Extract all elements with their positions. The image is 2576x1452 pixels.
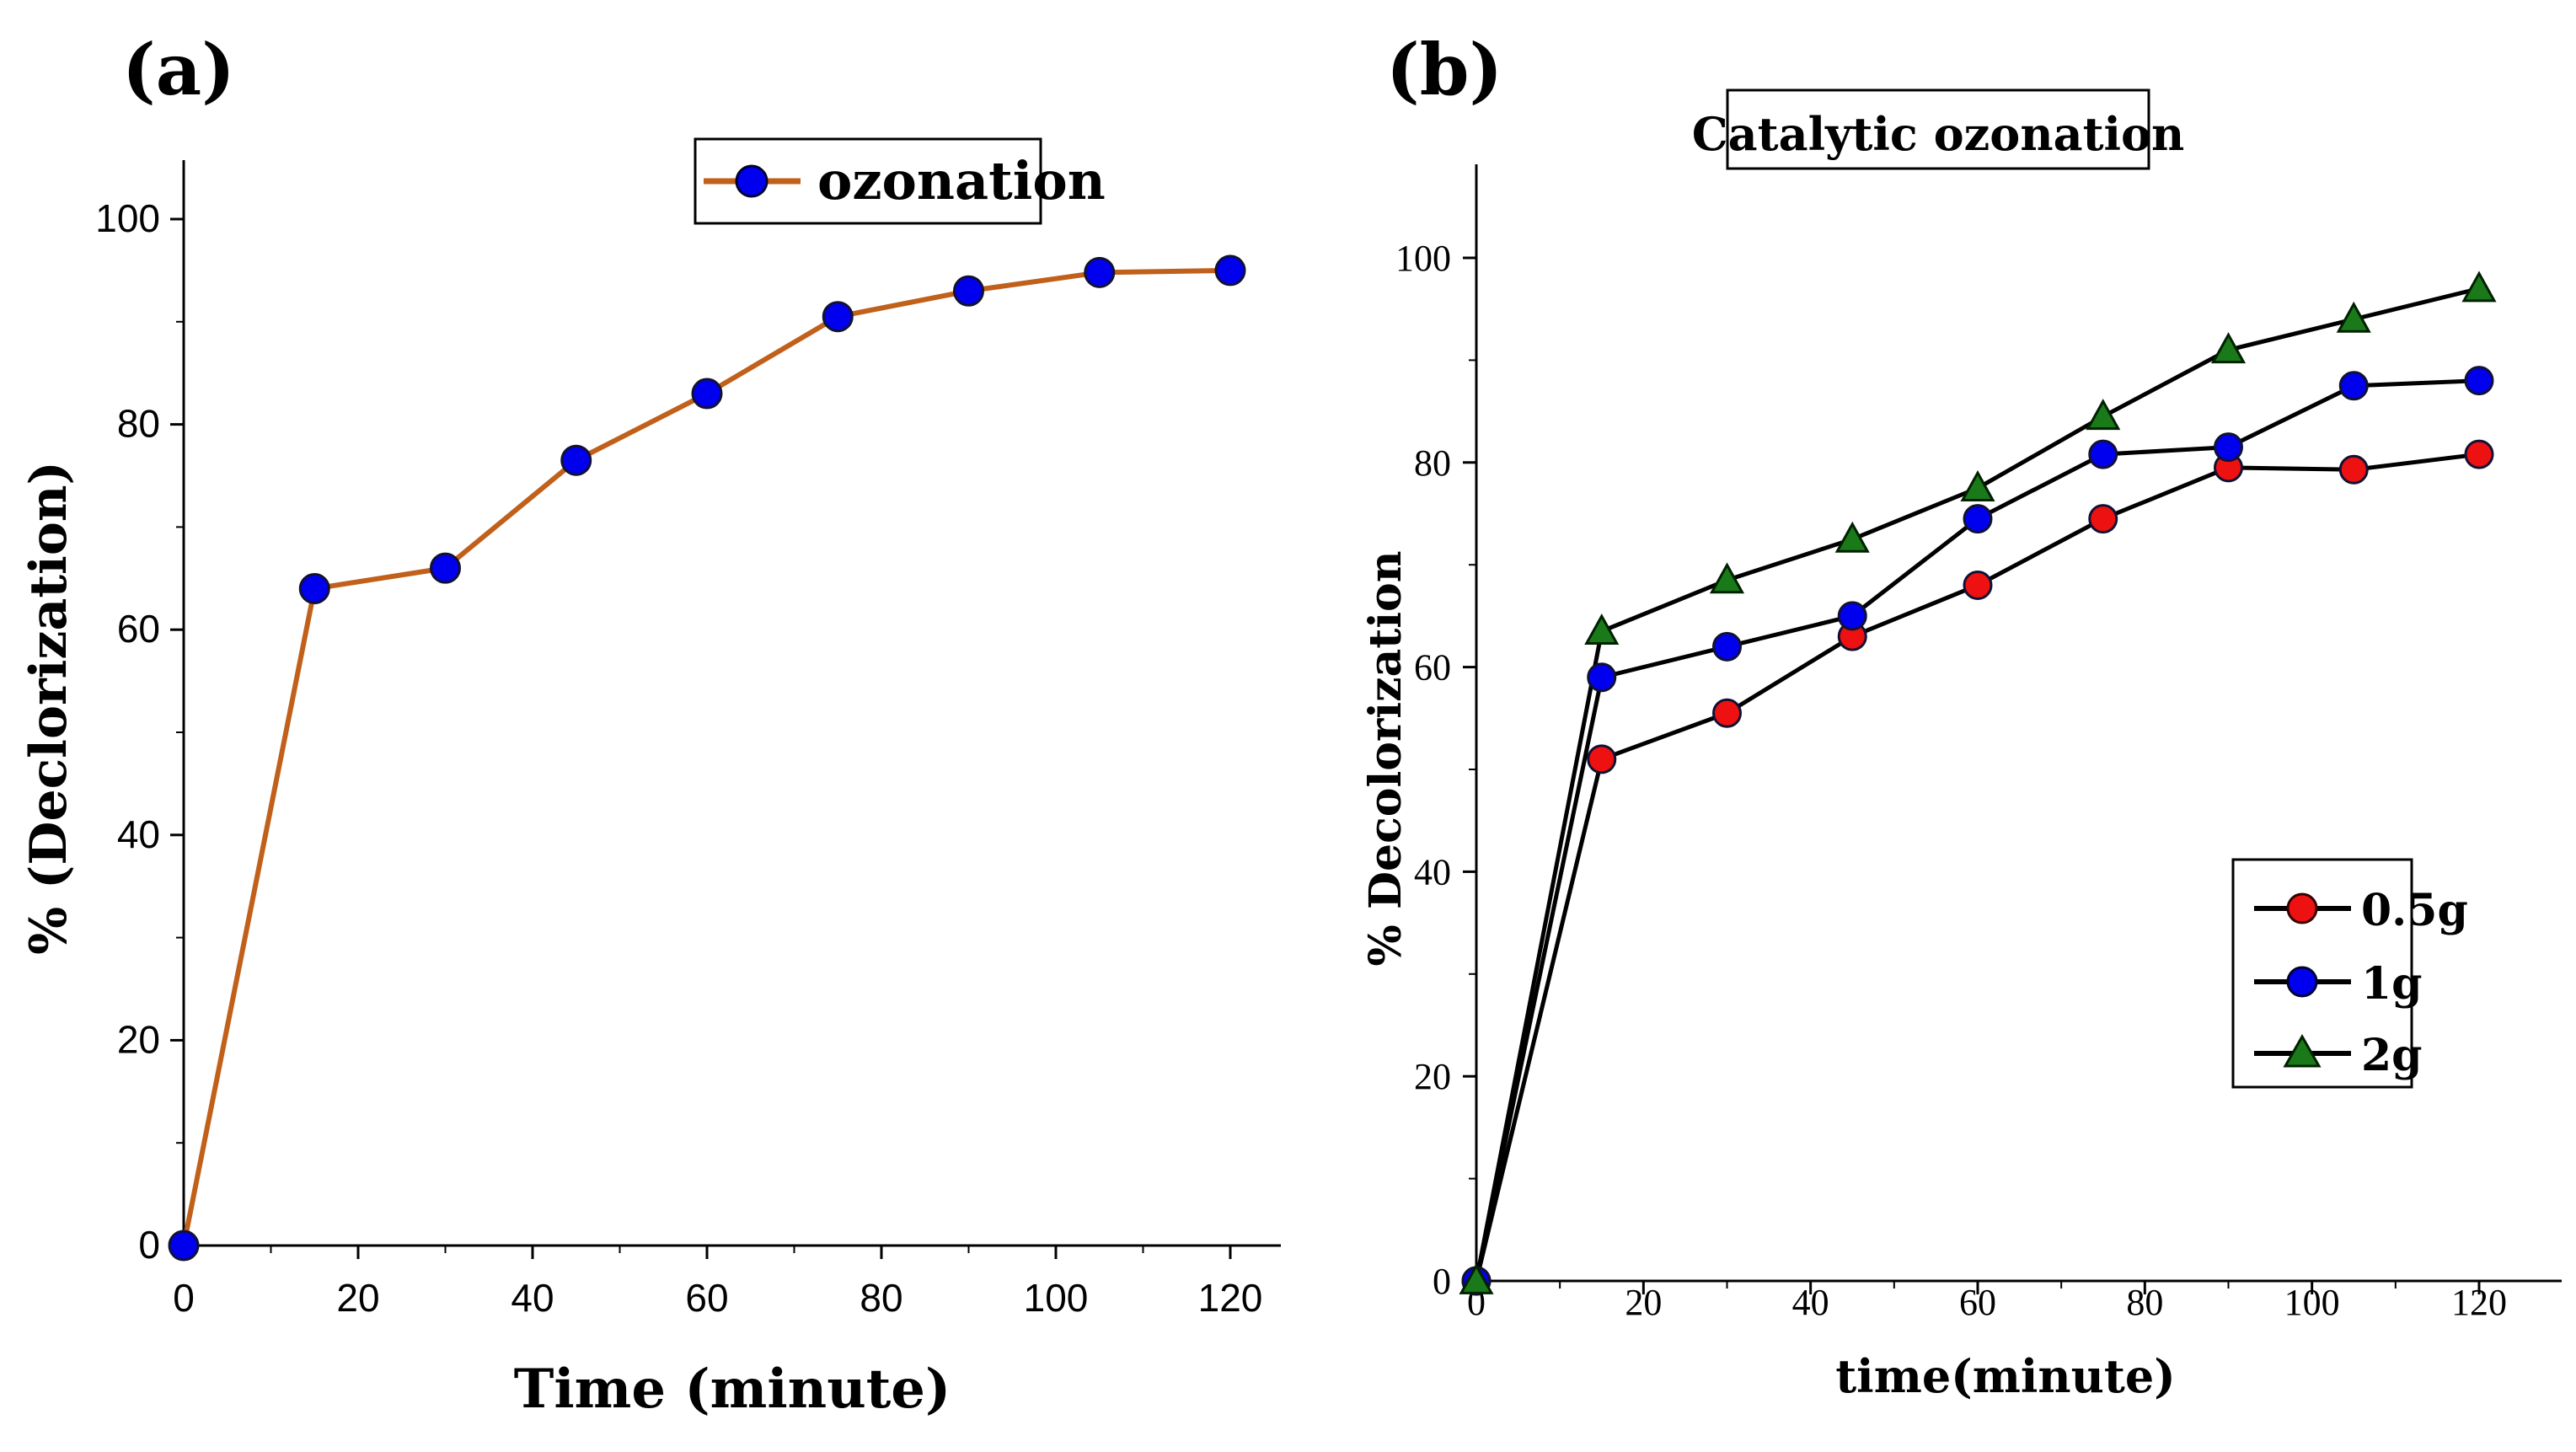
panel-b-point-1g-105 xyxy=(2338,371,2369,401)
panel-b-xtick-label: 20 xyxy=(1625,1282,1662,1323)
panel-b-ytick-label: 40 xyxy=(1414,851,1451,892)
panel-a-xtick-label: 120 xyxy=(1198,1276,1263,1320)
panel-b-title: Catalytic ozonation xyxy=(1692,107,2185,161)
panel-b-point-1g-90 xyxy=(2214,432,2243,463)
panel-a-ytick-label: 20 xyxy=(117,1017,160,1061)
panel-b-point-2g-60 xyxy=(1960,470,1995,502)
panel-b-point-0-5g-15 xyxy=(1587,744,1617,774)
panel-a-x-title: Time (minute) xyxy=(514,1358,951,1421)
panel-a-xtick-label: 60 xyxy=(685,1276,728,1320)
panel-b-y-title: % Decolorization xyxy=(1360,550,1411,966)
panel-b-point-1g-15 xyxy=(1587,662,1617,693)
panel-b-series-line-2g xyxy=(1474,286,2480,1282)
panel-b-point-2g-75 xyxy=(2086,399,2121,431)
panel-b-title-box xyxy=(1726,88,2150,170)
panel-b-point-0-5g-30 xyxy=(1712,698,1742,728)
panel-a-label: (a) xyxy=(122,28,235,111)
legend-marker-1g xyxy=(2286,966,2318,998)
panel-b-ytick-label: 60 xyxy=(1414,647,1451,688)
panel-b-label: (b) xyxy=(1386,28,1502,111)
panel-a-point-ozonation-15 xyxy=(298,572,330,604)
panel-a-legend: ozonation xyxy=(694,137,1106,225)
panel-b-xtick-label: 60 xyxy=(1959,1282,1996,1323)
panel-b-point-1g-75 xyxy=(2088,439,2118,469)
panel-b-series xyxy=(1474,286,2480,1282)
legend-label-0-5g: 0.5g xyxy=(2361,885,2468,936)
panel-a-xtick-label: 100 xyxy=(1024,1276,1089,1320)
panel-a-point-ozonation-120 xyxy=(1214,255,1246,287)
panel-a-ytick-label: 60 xyxy=(117,607,160,651)
panel-a: (a) 0 20 40 60 80 100 120 0 20 40 60 80 100 Time (mi… xyxy=(19,28,1281,1421)
panel-b-point-2g-0 xyxy=(1459,1262,1494,1294)
panel-a-point-ozonation-90 xyxy=(953,275,984,307)
panel-b-point-0-5g-105 xyxy=(2338,454,2369,485)
panel-b-xtick-label: 40 xyxy=(1792,1282,1829,1323)
panel-a-point-ozonation-75 xyxy=(822,301,854,333)
panel-a-xtick-label: 0 xyxy=(173,1276,195,1320)
panel-b-point-2g-45 xyxy=(1834,521,1870,553)
panel-b-point-2g-105 xyxy=(2336,301,2371,333)
panel-b-point-0-5g-75 xyxy=(2088,504,2118,534)
panel-a-point-ozonation-105 xyxy=(1084,256,1116,288)
legend-marker-0-5g xyxy=(2286,892,2318,924)
panel-b-point-2g-30 xyxy=(1709,562,1745,594)
panel-b-point-2g-120 xyxy=(2461,271,2497,303)
legend-label-1g: 1g xyxy=(2361,958,2423,1010)
panel-b-point-2g-15 xyxy=(1584,613,1620,646)
panel-b-legend: 0.5g 1g 2g xyxy=(2231,858,2468,1089)
panel-a-xtick-label: 80 xyxy=(860,1276,902,1320)
panel-b-point-1g-120 xyxy=(2464,366,2494,396)
panel-b-markers xyxy=(1459,271,2497,1296)
panel-b-legend-items: 0.5g 1g 2g xyxy=(2254,885,2468,1081)
panel-b-point-0-5g-60 xyxy=(1963,570,1993,600)
panel-a-ytick-label: 80 xyxy=(117,402,160,446)
panel-a-point-ozonation-0 xyxy=(168,1230,200,1262)
panel-a-xtick-label: 40 xyxy=(511,1276,554,1320)
legend-marker-2g xyxy=(2283,1033,2322,1068)
panel-b-xtick-label: 120 xyxy=(2451,1282,2507,1323)
panel-a-series xyxy=(181,267,1231,1246)
panel-a-markers xyxy=(168,255,1246,1262)
panel-a-series-line-ozonation xyxy=(181,267,1231,1246)
panel-b-point-1g-60 xyxy=(1963,504,1993,534)
panel-a-xtick-label: 20 xyxy=(336,1276,379,1320)
panel-a-point-ozonation-60 xyxy=(691,378,723,410)
panel-b-point-0-5g-120 xyxy=(2464,439,2494,469)
panel-b-ytick-label: 0 xyxy=(1433,1261,1451,1302)
panel-b-xtick-label: 100 xyxy=(2284,1282,2340,1323)
panel-a-legend-marker xyxy=(735,164,769,198)
legend-label-2g: 2g xyxy=(2361,1030,2423,1081)
panel-a-ytick-label: 100 xyxy=(95,196,160,240)
panel-a-y-title: % (Declorization) xyxy=(19,461,78,955)
panel-b-xtick-label: 80 xyxy=(2126,1282,2163,1323)
panel-a-legend-label: ozonation xyxy=(817,150,1106,212)
panel-b-point-2g-90 xyxy=(2210,332,2247,364)
panel-a-ticks: 0 20 40 60 80 100 120 0 20 40 60 80 100 xyxy=(95,196,1262,1320)
panel-a-point-ozonation-45 xyxy=(560,444,592,476)
panel-b-ytick-label: 20 xyxy=(1414,1056,1451,1097)
panel-b-x-title: time(minute) xyxy=(1835,1349,2176,1403)
panel-b-point-1g-45 xyxy=(1837,601,1867,631)
panel-b-legend-box xyxy=(2231,858,2413,1089)
panel-b-point-1g-30 xyxy=(1712,631,1742,662)
panel-a-ytick-label: 40 xyxy=(117,812,160,856)
panel-a-point-ozonation-30 xyxy=(430,552,461,584)
panel-b-ytick-label: 100 xyxy=(1395,238,1451,279)
panel-b: (b) Catalytic ozonation 0 20 40 60 80 100 120 0… xyxy=(1360,28,2562,1403)
panel-b-ytick-label: 80 xyxy=(1414,442,1451,484)
panel-a-ytick-label: 0 xyxy=(138,1223,160,1267)
